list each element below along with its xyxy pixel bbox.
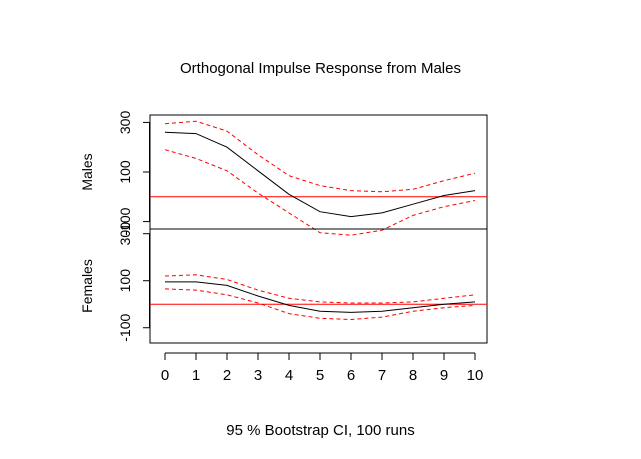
x-tick-label-7: 7 bbox=[378, 367, 386, 384]
x-tick-label-9: 9 bbox=[440, 367, 448, 384]
ci-upper-line-males bbox=[164, 120, 476, 193]
y-axis-label-females: Females bbox=[79, 259, 95, 313]
ci-lower-line-males bbox=[164, 149, 476, 236]
x-tick-label-4: 4 bbox=[285, 367, 293, 384]
y-tick-label-females-1: 100 bbox=[117, 269, 133, 293]
x-tick-label-8: 8 bbox=[409, 367, 417, 384]
y-tick-label-females-0: -100 bbox=[117, 314, 133, 342]
chart-caption: 95 % Bootstrap CI, 100 runs bbox=[226, 422, 415, 439]
ci-lower-line-females bbox=[164, 288, 476, 321]
panel-frame-females bbox=[149, 228, 488, 344]
y-tick-label-females-2: 300 bbox=[117, 222, 133, 246]
x-tick-label-0: 0 bbox=[161, 367, 169, 384]
response-line-females bbox=[165, 281, 476, 313]
y-tick-label-males-1: 100 bbox=[117, 160, 133, 184]
ci-upper-line-females bbox=[164, 274, 476, 304]
x-tick-label-6: 6 bbox=[347, 367, 355, 384]
y-tick-label-males-0: -100 bbox=[117, 207, 133, 235]
chart-title: Orthogonal Impulse Response from Males bbox=[180, 60, 461, 77]
panel-frame-males bbox=[149, 114, 488, 230]
x-tick-label-10: 10 bbox=[467, 367, 484, 384]
x-tick-label-1: 1 bbox=[192, 367, 200, 384]
x-tick-label-5: 5 bbox=[316, 367, 324, 384]
response-line-males bbox=[164, 131, 476, 218]
x-tick-label-3: 3 bbox=[254, 367, 262, 384]
x-tick-label-2: 2 bbox=[223, 367, 231, 384]
y-axis-label-males: Males bbox=[79, 153, 95, 190]
y-tick-label-males-2: 300 bbox=[117, 111, 133, 135]
